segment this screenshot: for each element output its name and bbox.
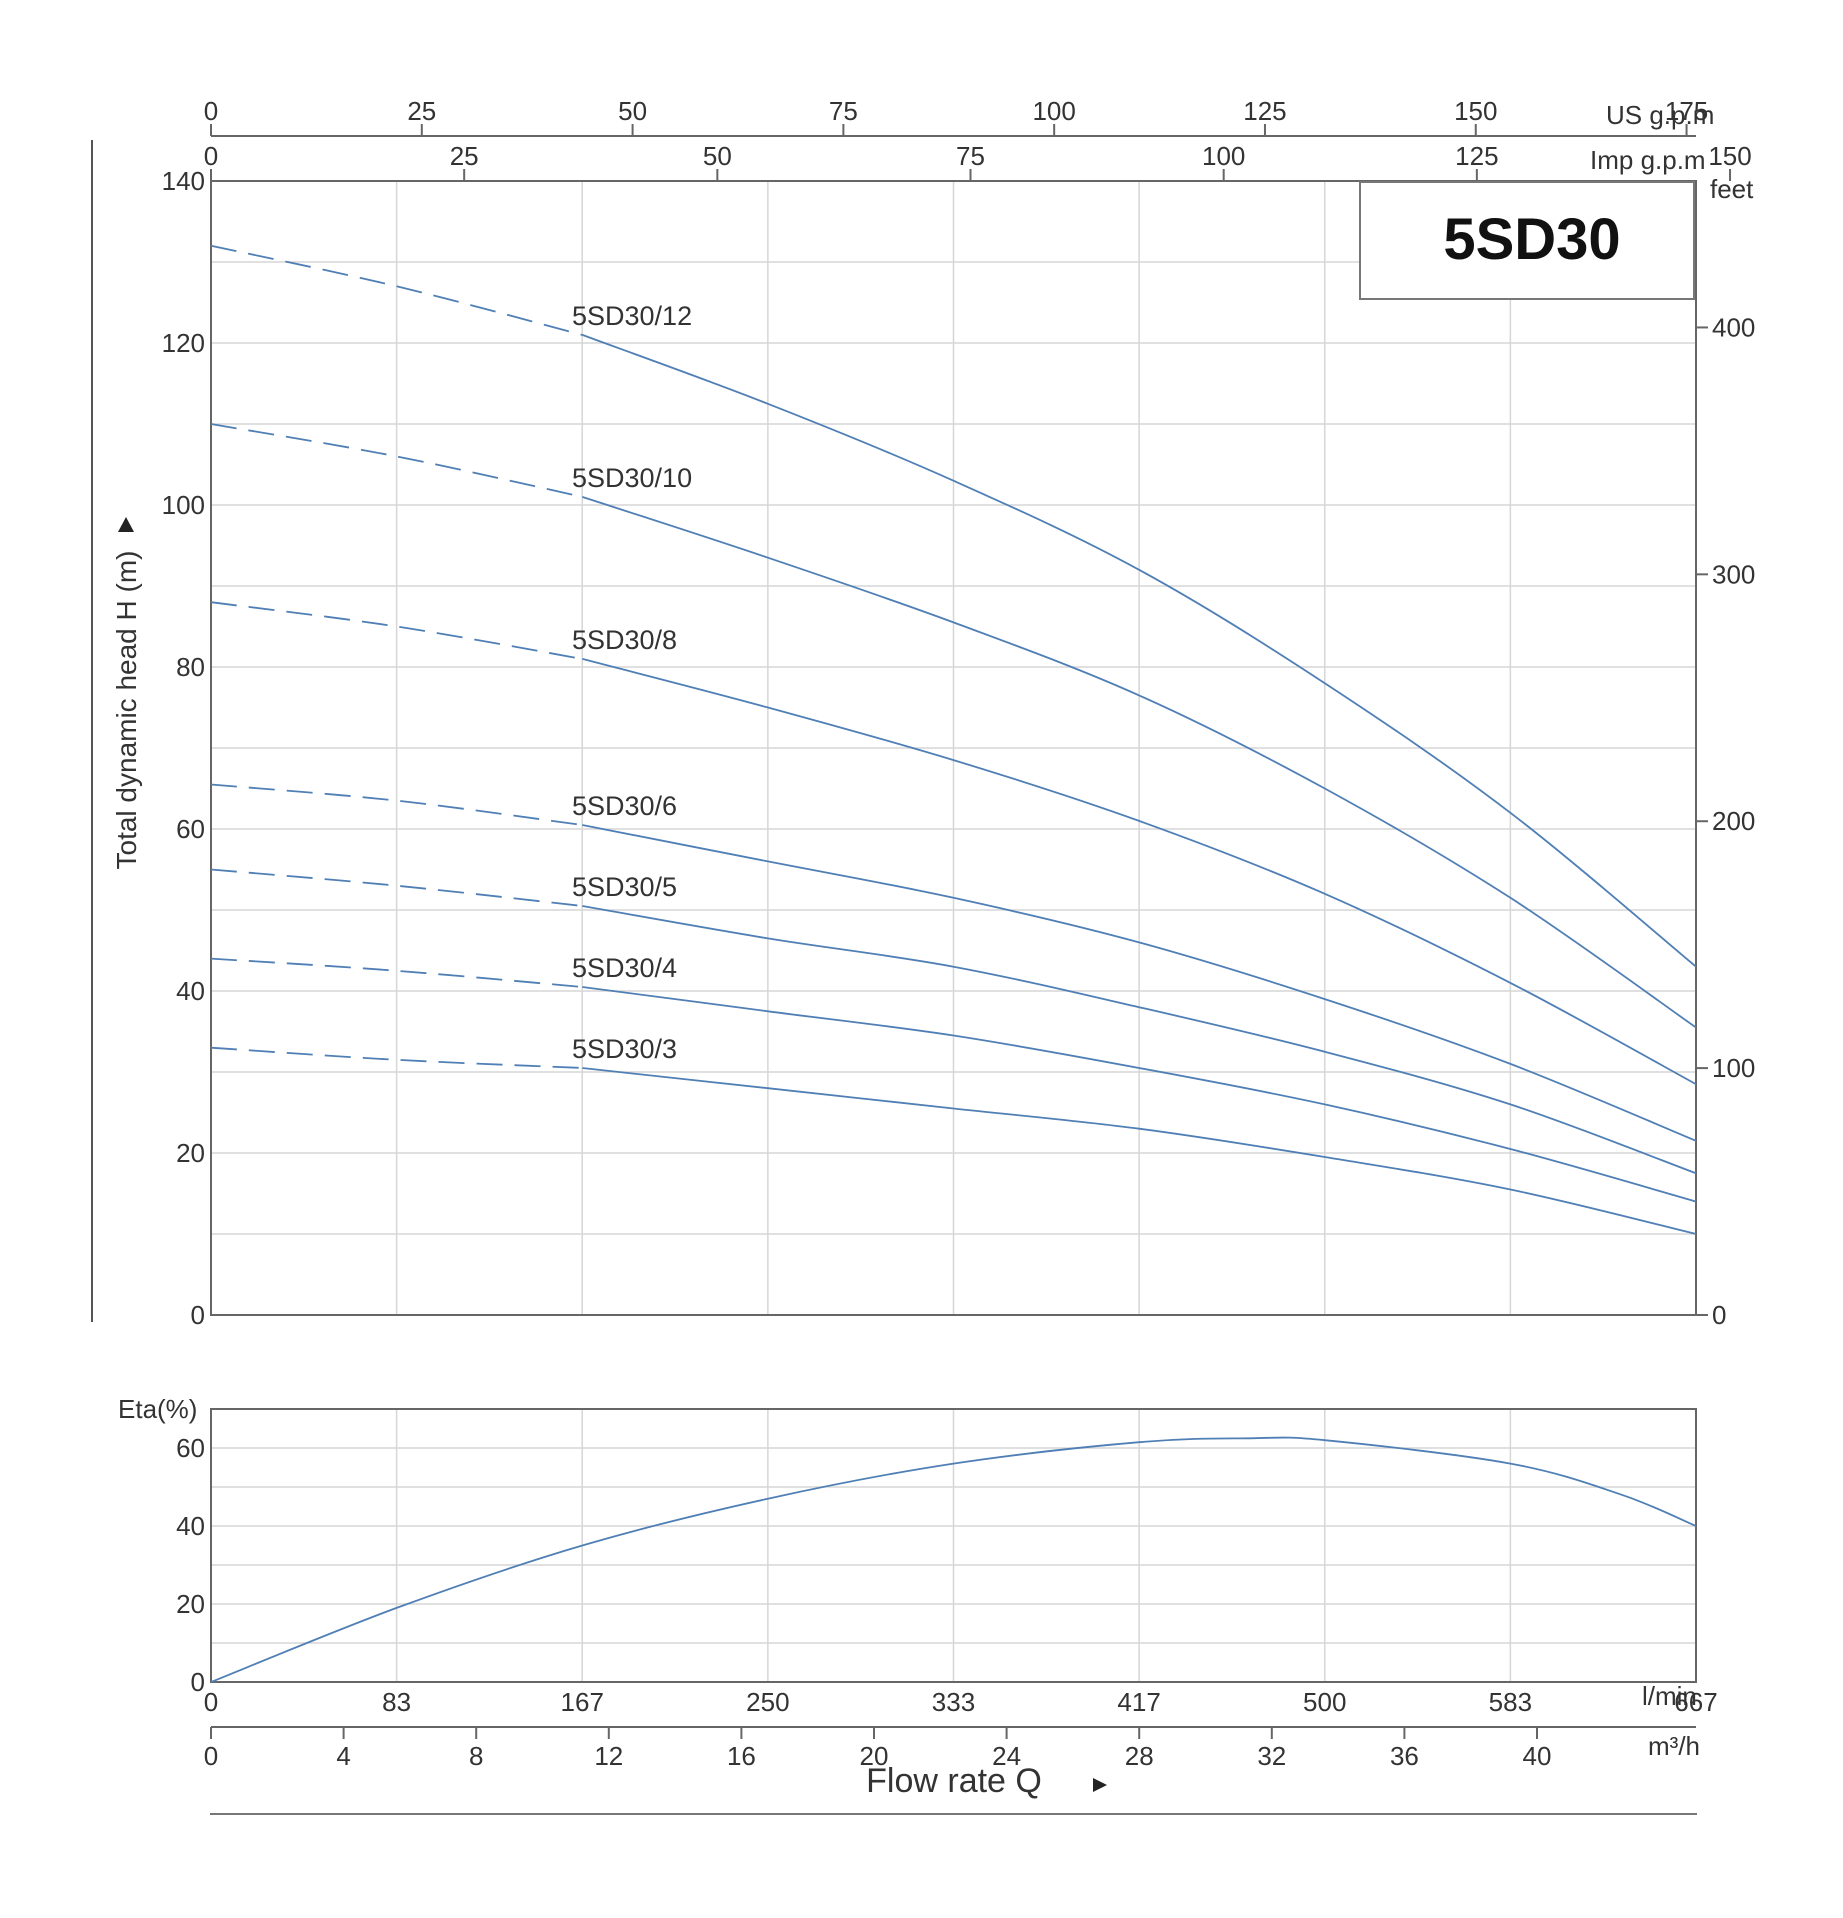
lmin-tick-label: 417	[1117, 1687, 1160, 1717]
top-axis-tick-label: 75	[956, 141, 985, 171]
lmin-tick-label: 167	[561, 1687, 604, 1717]
feet-tick-label: 100	[1712, 1053, 1755, 1083]
head-curve-dashed	[210, 783, 583, 826]
head-curves: 5SD30/12 5SD30/10 5SD30/8 5SD30/6 5SD30/5 5SD…	[210, 244, 1697, 1235]
head-curve-dashed	[210, 868, 583, 907]
m3h-tick-label: 32	[1257, 1741, 1286, 1771]
head-y-tick-label: 20	[176, 1138, 205, 1168]
m3h-tick-label: 8	[469, 1741, 483, 1771]
eta-plot-border	[210, 1408, 1697, 1683]
top-axis-tick-label: 100	[1202, 141, 1245, 171]
lmin-tick-label: 250	[746, 1687, 789, 1717]
top-axis-unit-label: Imp g.p.m	[1590, 145, 1706, 175]
eta-y-tick-label: 20	[176, 1589, 205, 1619]
head-curve-dashed	[210, 957, 583, 988]
top-axis-tick-label: 25	[450, 141, 479, 171]
lmin-tick-label: 333	[932, 1687, 975, 1717]
head-curve-label: 5SD30/8	[572, 625, 677, 655]
chart-title: 5SD30	[1443, 207, 1620, 272]
lmin-tick-label: 0	[204, 1687, 218, 1717]
head-curve-line	[581, 334, 1697, 968]
lmin-tick-label: 583	[1489, 1687, 1532, 1717]
head-chart-grid	[210, 180, 1697, 1316]
eta-axis-title: Eta(%)	[118, 1394, 197, 1424]
m3h-tick-label: 20	[860, 1741, 889, 1771]
top-axis-unit-label: US g.p.m	[1606, 100, 1714, 130]
top-axis-tick-label: 50	[618, 96, 647, 126]
feet-axis-title: feet	[1710, 174, 1754, 204]
head-y-tick-label: 120	[162, 328, 205, 358]
m3h-tick-label: 4	[336, 1741, 350, 1771]
feet-tick-label: 400	[1712, 312, 1755, 342]
head-y-tick-label: 0	[191, 1300, 205, 1330]
lmin-tick-label: 500	[1303, 1687, 1346, 1717]
head-curve-line	[582, 986, 1697, 1203]
m3h-tick-label: 16	[727, 1741, 756, 1771]
head-axis-title: Total dynamic head H (m)	[111, 550, 142, 869]
eta-curve	[210, 1436, 1697, 1683]
feet-tick-label: 0	[1712, 1300, 1726, 1330]
eta-chart-frame	[210, 1408, 1697, 1683]
top-axis-tick-label: 75	[829, 96, 858, 126]
top-axis-tick-label: 175	[1665, 96, 1708, 126]
head-chart-y-ticks: 0 20 40 60 80 100 120 140	[162, 166, 205, 1330]
top-axis-tick-label: 0	[204, 96, 218, 126]
head-curve-line	[582, 1067, 1697, 1235]
head-curve-label: 5SD30/6	[572, 791, 677, 821]
flow-axis-arrow-icon	[1093, 1778, 1107, 1792]
head-chart-feet-ticks: 0 100 200 300 400	[1696, 312, 1755, 1330]
head-curve-dashed	[210, 601, 583, 660]
flow-axis-title: Flow rate Q	[866, 1762, 1042, 1800]
top-axis-tick-label: 150	[1708, 141, 1751, 171]
head-curve-label: 5SD30/10	[572, 463, 692, 493]
top-axis-tick-label: 50	[703, 141, 732, 171]
m3h-unit-label: m³/h	[1648, 1731, 1700, 1761]
m3h-tick-label: 40	[1523, 1741, 1552, 1771]
top-axis-tick-label: 150	[1454, 96, 1497, 126]
m3h-tick-label: 12	[594, 1741, 623, 1771]
model-title-box	[1359, 181, 1695, 300]
head-y-tick-label: 60	[176, 814, 205, 844]
top-axis-tick-label: 0	[204, 141, 218, 171]
feet-tick-label: 200	[1712, 806, 1755, 836]
head-curve-label: 5SD30/3	[572, 1034, 677, 1064]
head-curve-dashed	[210, 423, 583, 498]
eta-curve-line	[210, 1436, 1697, 1683]
m3h-tick-label: 36	[1390, 1741, 1419, 1771]
top-axis-tick-label: 25	[407, 96, 436, 126]
head-y-tick-label: 100	[162, 490, 205, 520]
eta-chart-grid	[210, 1408, 1697, 1683]
head-curve-line	[582, 658, 1697, 1085]
eta-chart-y-ticks: 0 20 40 60	[176, 1433, 205, 1697]
head-curve-dashed	[210, 1046, 583, 1069]
head-y-tick-label: 140	[162, 166, 205, 196]
head-curve-label: 5SD30/4	[572, 953, 677, 983]
eta-y-tick-label: 60	[176, 1433, 205, 1463]
head-curve-line	[582, 905, 1697, 1175]
top-axis-tick-label: 100	[1032, 96, 1075, 126]
eta-y-tick-label: 0	[191, 1667, 205, 1697]
head-curve-label: 5SD30/12	[572, 301, 692, 331]
head-curve-dashed	[210, 244, 583, 336]
m3h-tick-label: 28	[1125, 1741, 1154, 1771]
feet-tick-label: 300	[1712, 559, 1755, 589]
lmin-unit-label: l/min	[1642, 1681, 1697, 1711]
lmin-tick-label: 83	[382, 1687, 411, 1717]
top-axis-tick-label: 125	[1455, 141, 1498, 171]
lmin-tick-label: 667	[1674, 1687, 1717, 1717]
head-curve-line	[582, 824, 1697, 1142]
head-curve-line	[582, 496, 1697, 1029]
head-y-tick-label: 40	[176, 976, 205, 1006]
head-axis-arrow-icon	[118, 517, 134, 532]
m3h-tick-label: 24	[992, 1741, 1021, 1771]
head-y-tick-label: 80	[176, 652, 205, 682]
eta-y-tick-label: 40	[176, 1511, 205, 1541]
m3h-tick-label: 0	[204, 1741, 218, 1771]
head-curve-label: 5SD30/5	[572, 872, 677, 902]
top-axis-tick-label: 125	[1243, 96, 1286, 126]
